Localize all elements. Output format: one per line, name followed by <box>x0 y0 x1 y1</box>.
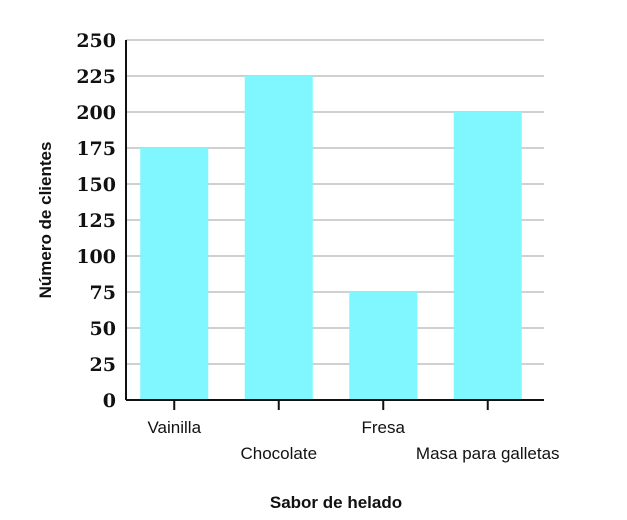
bars <box>140 76 522 400</box>
y-tick-label: 225 <box>76 66 116 88</box>
y-tick-label: 200 <box>76 102 116 124</box>
y-tick-label: 25 <box>90 354 116 376</box>
y-tick-label: 125 <box>76 210 116 232</box>
y-tick-label: 250 <box>76 30 116 52</box>
y-tick-label: 175 <box>76 138 116 160</box>
x-tick-label: Fresa <box>362 418 406 437</box>
y-axis-title: Número de clientes <box>36 142 55 299</box>
y-tick-label: 0 <box>103 390 116 412</box>
x-tick-label: Masa para galletas <box>416 444 560 463</box>
x-tick-label: Vainilla <box>147 418 201 437</box>
y-tick-label: 50 <box>90 318 116 340</box>
bar-vainilla <box>140 148 209 400</box>
bar-masa-para-galletas <box>453 112 522 400</box>
y-tick-label: 100 <box>76 246 116 268</box>
bar-fresa <box>349 292 418 400</box>
x-axis-title: Sabor de helado <box>270 493 402 512</box>
x-tick-label: Chocolate <box>240 444 317 463</box>
y-tick-label: 75 <box>90 282 116 304</box>
y-axis-ticks: 0 25 50 75 100 125 150 175 200 225 250 <box>76 30 116 412</box>
x-axis-ticks: Vainilla Chocolate Fresa Masa para galletas <box>147 400 560 463</box>
bar-chocolate <box>244 76 313 400</box>
y-tick-label: 150 <box>76 174 116 196</box>
